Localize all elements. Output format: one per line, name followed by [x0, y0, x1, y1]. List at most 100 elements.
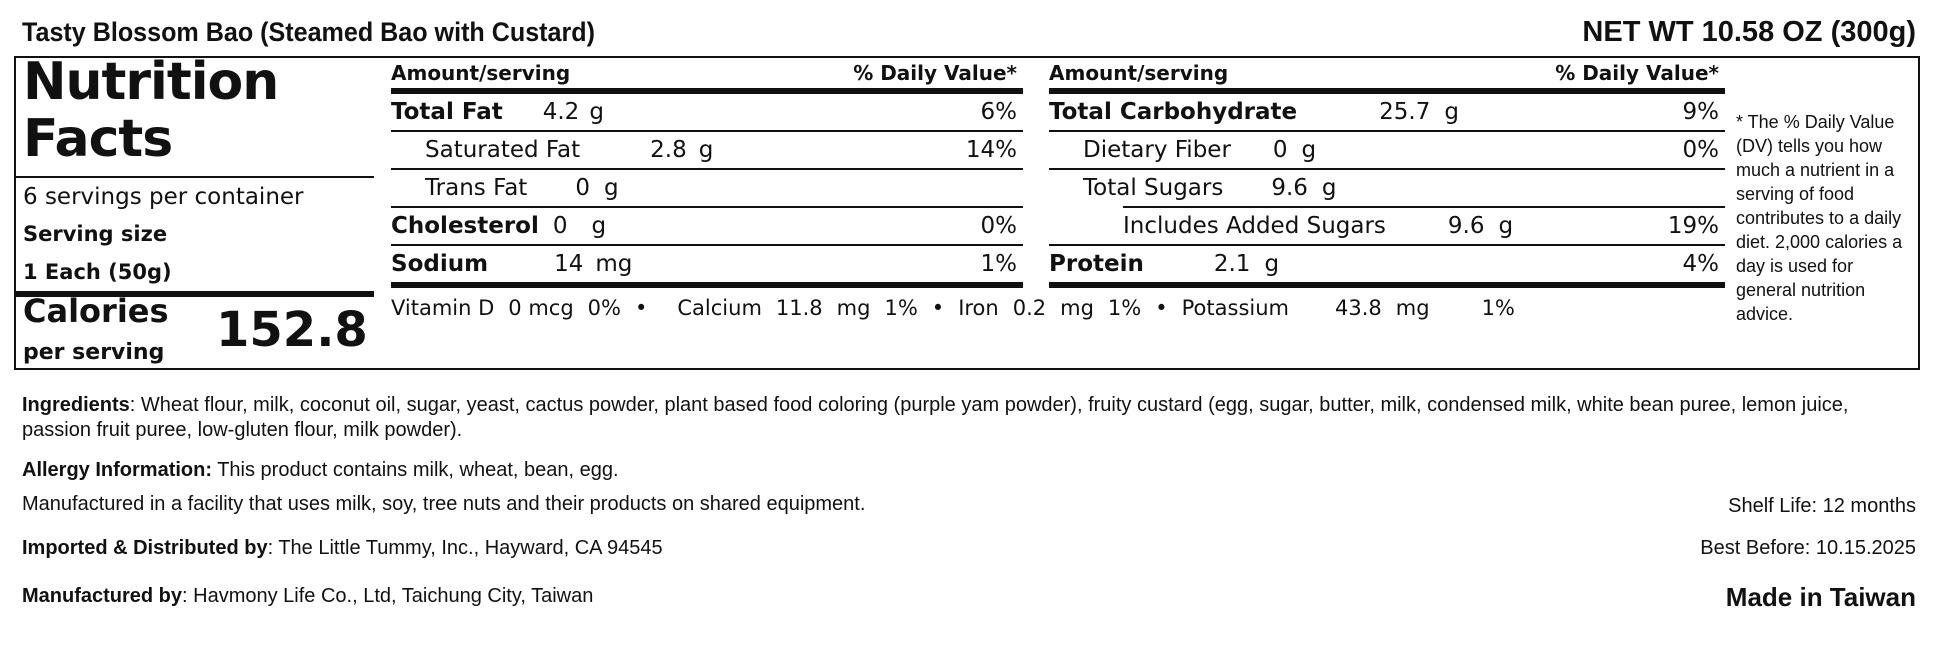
- nutrient-name: Dietary Fiber: [1083, 137, 1231, 163]
- ingredients-text: : Wheat flour, milk, coconut oil, sugar,…: [22, 394, 1849, 441]
- nutrient-unit: g: [1321, 175, 1337, 201]
- nutrient-dv: 14%: [965, 137, 1017, 163]
- vitamin-d-dv: 0%: [587, 296, 621, 320]
- nutrient-unit: g: [1444, 99, 1459, 125]
- nutrition-facts-title: Nutrition Facts: [23, 52, 279, 169]
- title-line-1: Nutrition: [23, 52, 279, 112]
- calcium-name: Calcium: [677, 296, 762, 320]
- nutrient-row-protein: Protein 2.1 g 4%: [1049, 246, 1725, 282]
- nutrient-name: Total Carbohydrate: [1049, 99, 1298, 125]
- nutrient-row-dietary-fiber: Dietary Fiber 0 g 0%: [1049, 132, 1725, 168]
- potassium-name: Potassium: [1181, 296, 1289, 320]
- manufacturer-text: : Havmony Life Co., Ltd, Taichung City, …: [182, 585, 594, 607]
- nutrient-dv: 1%: [980, 251, 1018, 277]
- calcium-unit: mg: [836, 296, 871, 320]
- importer-label: Imported & Distributed by: [22, 537, 268, 559]
- nutrient-amount: 2.1: [1213, 251, 1251, 277]
- nutrient-dv: 4%: [1682, 251, 1720, 277]
- nutrient-row-cholesterol: Cholesterol 0 g 0%: [391, 208, 1023, 244]
- nutrient-dv: 6%: [980, 99, 1018, 125]
- net-weight: NET WT 10.58 OZ (300g): [1582, 15, 1916, 48]
- divider: [391, 244, 1023, 246]
- nutrient-name: Total Sugars: [1083, 175, 1224, 201]
- nutrient-unit: g: [1301, 137, 1317, 163]
- vitamins-minerals-row: Vitamin D 0 mcg 0% • Calcium 11.8 mg 1% • Iron 0.2…: [391, 296, 1529, 320]
- thick-divider: [391, 88, 1023, 94]
- nutrient-dv: 9%: [1682, 99, 1720, 125]
- nutrient-row-total-fat: Total Fat 4.2 g 6%: [391, 94, 1023, 130]
- daily-value-header: % Daily Value*: [853, 61, 1017, 85]
- nutrient-row-trans-fat: Trans Fat 0 g: [391, 170, 1023, 206]
- title-line-2: Facts: [23, 109, 173, 169]
- importer-text: : The Little Tummy, Inc., Hayward, CA 94…: [267, 537, 663, 559]
- facility-statement: Manufactured in a facility that uses mil…: [22, 493, 866, 515]
- label-header: Tasty Blossom Bao (Steamed Bao with Cust…: [22, 14, 1916, 50]
- ingredients-label: Ingredients: [22, 394, 130, 416]
- daily-value-footnote: * The % Daily Value (DV) tells you how m…: [1736, 112, 1903, 324]
- nutrient-row-added-sugars: Includes Added Sugars 9.6 g 19%: [1049, 208, 1725, 244]
- nutrient-name: Cholesterol: [391, 213, 539, 239]
- potassium-unit: mg: [1395, 296, 1430, 320]
- nutrient-amount: 0: [575, 175, 590, 201]
- iron-unit: mg: [1060, 296, 1094, 320]
- nutrient-dv: 0%: [1682, 137, 1720, 163]
- divider: [1049, 130, 1725, 132]
- nutrient-name: Sodium: [391, 251, 489, 277]
- allergy-label: Allergy Information:: [22, 459, 213, 481]
- nutrient-name: Saturated Fat: [425, 137, 581, 163]
- manufacturer-label: Manufactured by: [22, 585, 183, 607]
- amount-serving-header: Amount/serving: [1049, 61, 1229, 85]
- serving-size-value: 1 Each (50g): [23, 260, 172, 284]
- nutrient-name: Includes Added Sugars: [1123, 213, 1386, 239]
- nutrient-amount: 0: [552, 213, 568, 239]
- thick-divider: [391, 282, 1023, 288]
- calories-per-serving: per serving: [23, 340, 165, 365]
- daily-value-header: % Daily Value*: [1555, 61, 1719, 85]
- divider: [391, 206, 1023, 208]
- iron-dv: 1%: [1107, 296, 1142, 320]
- divider: [391, 130, 1023, 132]
- nutrient-name: Trans Fat: [425, 175, 528, 201]
- vitamin-d-amount: 0 mcg: [508, 296, 574, 320]
- nutrient-amount: 14: [554, 251, 584, 277]
- potassium-amount: 43.8: [1335, 296, 1382, 320]
- product-title: Tasty Blossom Bao (Steamed Bao with Cust…: [22, 16, 595, 47]
- calcium-dv: 1%: [884, 296, 918, 320]
- nutrition-facts-panel: Nutrition Facts 6 servings per container…: [14, 54, 1920, 370]
- nutrient-unit: g: [589, 99, 604, 125]
- nutrient-dv: 0%: [980, 213, 1018, 239]
- iron-name: Iron: [958, 296, 999, 320]
- divider: [1049, 244, 1725, 246]
- iron-amount: 0.2: [1012, 296, 1047, 320]
- best-before: Best Before: 10.15.2025: [1700, 537, 1916, 559]
- divider: [391, 168, 1023, 170]
- importer-statement: Imported & Distributed by: The Little Tu…: [22, 536, 1322, 561]
- nutrient-row-total-sugars: Total Sugars 9.6 g: [1049, 170, 1725, 206]
- nutrient-amount: 4.2: [542, 99, 580, 125]
- nutrient-unit: mg: [595, 251, 633, 277]
- serving-size-label: Serving size: [23, 222, 168, 246]
- nutrient-unit: g: [698, 137, 714, 163]
- nutrient-unit: g: [603, 175, 619, 201]
- nutrient-name: Protein: [1049, 251, 1144, 277]
- ingredients-statement: Ingredients: Wheat flour, milk, coconut …: [22, 393, 1922, 443]
- nutrient-dv: 19%: [1667, 213, 1719, 239]
- nutrient-amount: 2.8: [650, 137, 687, 163]
- separator: •: [635, 296, 648, 320]
- thick-divider: [1049, 282, 1725, 288]
- nutrient-unit: g: [1264, 251, 1280, 277]
- table-header: Amount/serving % Daily Value*: [391, 58, 1023, 88]
- nutrient-row-total-carbohydrate: Total Carbohydrate 25.7 g 9%: [1049, 94, 1725, 130]
- divider: [1123, 206, 1725, 208]
- amount-serving-header: Amount/serving: [391, 61, 571, 85]
- nutrient-amount: 9.6: [1447, 213, 1485, 239]
- table-header: Amount/serving % Daily Value*: [1049, 58, 1725, 88]
- vitamin-d-name: Vitamin D: [391, 296, 495, 320]
- divider: [1049, 168, 1725, 170]
- allergy-statement: Allergy Information: This product contai…: [22, 458, 1922, 483]
- shelf-life: Shelf Life: 12 months: [1728, 495, 1916, 517]
- facts-column: Nutrition Facts 6 servings per container…: [16, 54, 378, 368]
- separator: •: [1155, 296, 1168, 320]
- calories-label: Calories: [23, 292, 169, 330]
- thick-divider: [16, 291, 374, 297]
